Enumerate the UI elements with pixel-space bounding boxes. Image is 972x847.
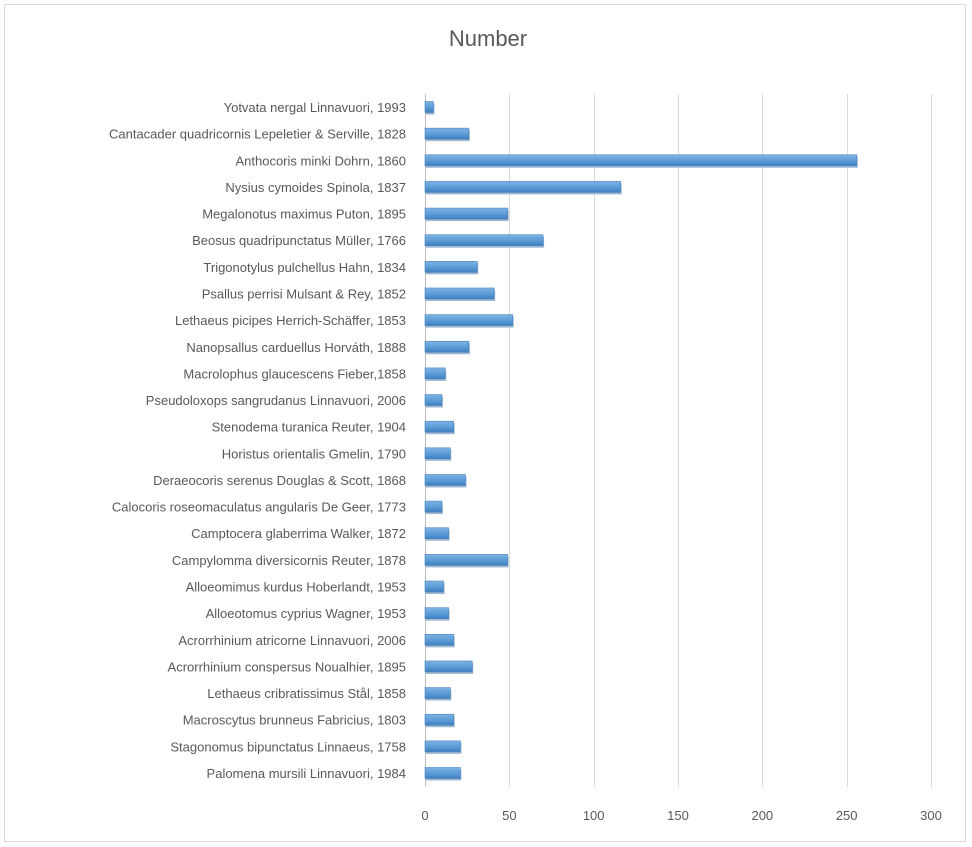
- x-tick-label: 200: [751, 808, 773, 823]
- x-tick-label: 0: [421, 808, 428, 823]
- category-label: Stenodema turanica Reuter, 1904: [212, 420, 406, 435]
- category-label: Beosus quadripunctatus Müller, 1766: [192, 233, 406, 248]
- bar: [424, 474, 466, 486]
- bar: [424, 127, 470, 140]
- category-label: Campylomma diversicornis Reuter, 1878: [172, 553, 406, 568]
- bar: [424, 580, 444, 593]
- bar: [424, 607, 449, 619]
- bar: [424, 767, 461, 779]
- category-label: Calocoris roseomaculatus angularis De Ge…: [112, 500, 406, 515]
- category-label: Pseudoloxops sangrudanus Linnavuori, 200…: [146, 393, 406, 408]
- category-label: Alloeomimus kurdus Hoberlandt, 1953: [186, 580, 406, 595]
- x-tick-label: 50: [502, 808, 516, 823]
- bar: [424, 500, 443, 513]
- bar: [424, 633, 454, 646]
- category-label: Nysius cymoides Spinola, 1837: [225, 180, 406, 195]
- bar: [424, 234, 544, 246]
- category-label: Cantacader quadricornis Lepeletier & Ser…: [109, 127, 406, 142]
- category-label: Anthocoris minki Dohrn, 1860: [235, 153, 406, 168]
- bar: [424, 740, 461, 753]
- category-label: Yotvata nergal Linnavuori, 1993: [224, 100, 406, 115]
- category-label: Palomena mursili Linnavuori, 1984: [207, 766, 406, 781]
- category-label: Acrorrhinium conspersus Noualhier, 1895: [168, 659, 406, 674]
- chart-title: Number: [449, 26, 527, 51]
- bar: [424, 287, 495, 300]
- x-tick-label: 150: [667, 808, 689, 823]
- category-label: Camptocera glaberrima Walker, 1872: [191, 526, 406, 541]
- bars: [424, 101, 858, 781]
- bar: [424, 660, 473, 673]
- bar: [424, 687, 451, 699]
- bar: [424, 261, 478, 273]
- x-tick-label: 250: [836, 808, 858, 823]
- category-label: Acrorrhinium atricorne Linnavuori, 2006: [178, 633, 406, 648]
- category-label: Macrolophus glaucescens Fieber,1858: [183, 366, 406, 381]
- bar: [424, 554, 508, 566]
- category-label: Horistus orientalis Gmelin, 1790: [222, 446, 406, 461]
- bar: [424, 713, 454, 726]
- gridlines: [425, 94, 932, 787]
- category-label: Lethaeus picipes Herrich-Schäffer, 1853: [175, 313, 406, 328]
- bar: [424, 420, 454, 433]
- category-label: Alloeotomus cyprius Wagner, 1953: [206, 606, 406, 621]
- category-label: Psallus perrisi Mulsant & Rey, 1852: [202, 286, 406, 301]
- x-tick-label: 300: [920, 808, 942, 823]
- chart-frame: [4, 4, 966, 842]
- bar: [424, 367, 446, 380]
- category-label: Macroscytus brunneus Fabricius, 1803: [183, 713, 406, 728]
- bar: [424, 340, 470, 353]
- x-tick-label: 100: [583, 808, 605, 823]
- bar: [424, 527, 449, 540]
- category-label: Trigonotylus pulchellus Hahn, 1834: [203, 260, 406, 275]
- bar: [424, 394, 443, 406]
- bar: [424, 181, 621, 193]
- category-label: Stagonomus bipunctatus Linnaeus, 1758: [170, 739, 406, 754]
- category-labels: Yotvata nergal Linnavuori, 1993 Cantacade…: [109, 100, 406, 781]
- bar: [424, 314, 514, 326]
- x-tick-labels: 0 50 100 150 200 250 300: [421, 808, 941, 823]
- category-label: Lethaeus cribratissimus Stål, 1858: [207, 686, 406, 701]
- category-label: Megalonotus maximus Puton, 1895: [202, 207, 406, 222]
- bar: [424, 447, 451, 460]
- bar: [424, 101, 434, 113]
- bar: [424, 207, 508, 220]
- category-label: Nanopsallus carduellus Horváth, 1888: [186, 340, 406, 355]
- bar: [424, 154, 858, 167]
- category-label: Deraeocoris serenus Douglas & Scott, 186…: [153, 473, 406, 488]
